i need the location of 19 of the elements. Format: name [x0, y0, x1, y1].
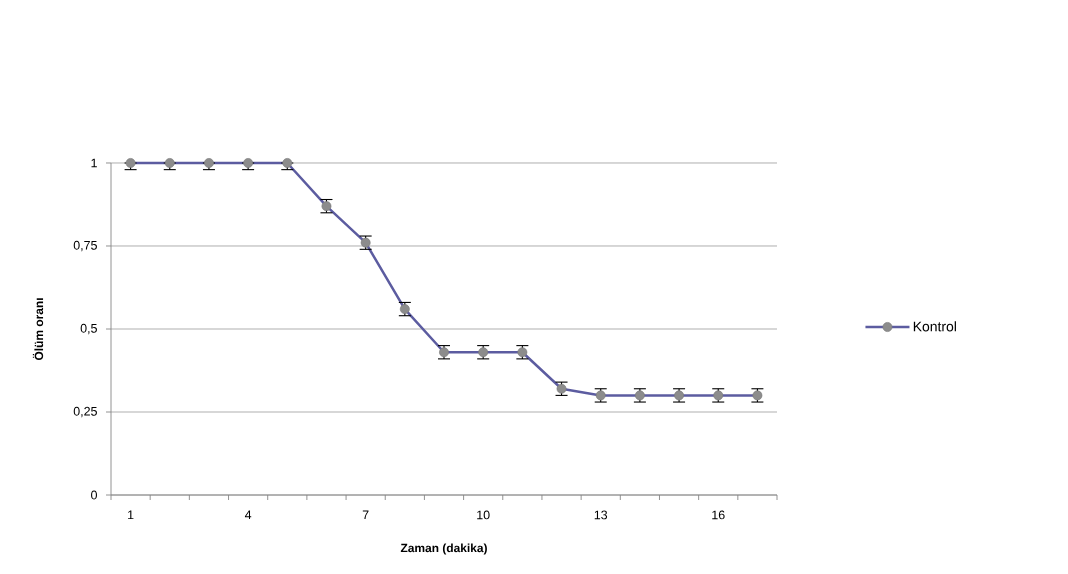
y-tick-label: 0,25 [73, 406, 97, 418]
x-tick-label: 13 [594, 510, 608, 520]
y-tick-label: 1 [91, 158, 97, 168]
point [204, 158, 214, 168]
point [243, 158, 254, 168]
x-tick-label: 4 [244, 510, 252, 520]
y-axis-title: Ölüm oranı [32, 298, 44, 361]
x-axis-title: Zaman (dakika) [400, 543, 487, 555]
point [282, 158, 293, 168]
y-tick-label: 0,75 [73, 240, 97, 252]
point [164, 158, 175, 168]
legend-label: Kontrol [913, 321, 956, 332]
x-tick-label: 1 [128, 510, 134, 520]
x-tick-label: 10 [477, 510, 490, 520]
point [125, 158, 136, 168]
x-tick-label: 7 [362, 510, 369, 520]
x-tick-label: 16 [712, 510, 725, 520]
y-tick-label: 0,5 [80, 323, 97, 335]
y-tick-label: 0 [91, 490, 97, 500]
